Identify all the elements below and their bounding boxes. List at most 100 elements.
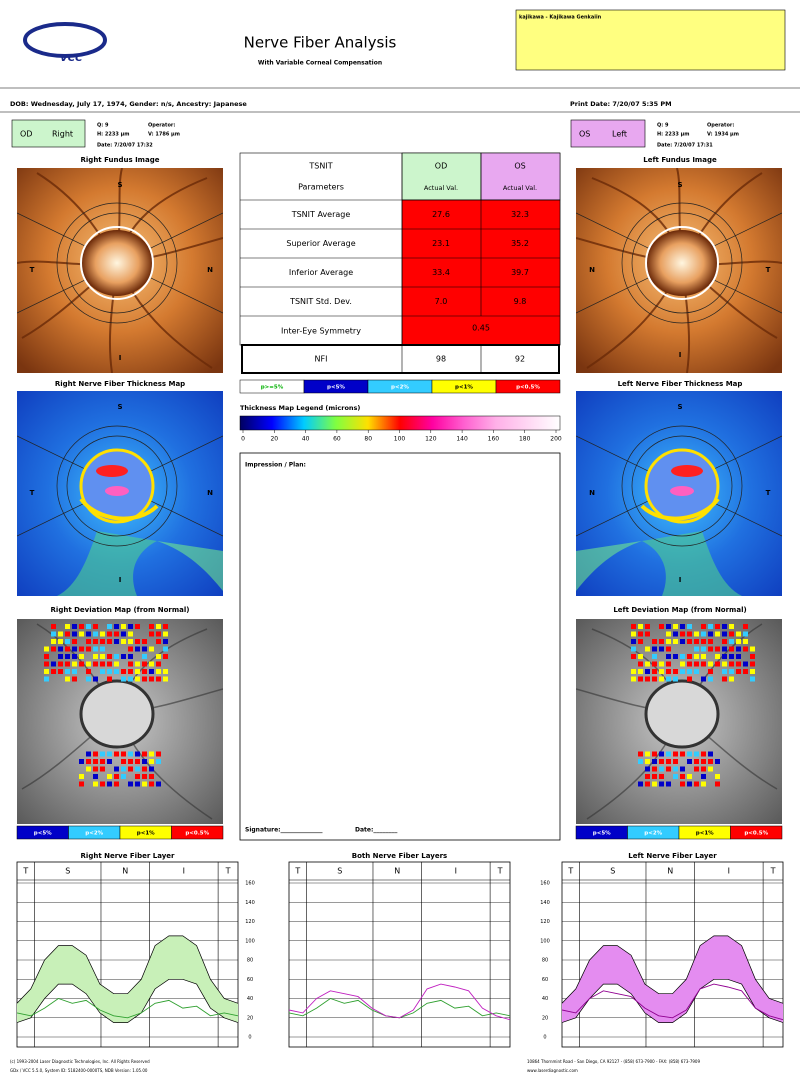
sector-label: T — [766, 266, 771, 274]
graph-frame — [288, 861, 511, 1048]
band-lower — [16, 978, 239, 1023]
os-v: V: 1934 µm — [707, 132, 739, 138]
graph-title: Both Nerve Fiber Layers — [352, 852, 447, 860]
image-title: Left Fundus Image — [643, 156, 717, 164]
od-eye: OD — [20, 130, 32, 139]
cell-value: 23.1 — [432, 239, 450, 248]
tick-label: 40 — [302, 436, 310, 443]
y-tick-label: 140 — [540, 900, 550, 906]
sector-label: S — [337, 867, 342, 876]
tsnit-line — [16, 998, 239, 1019]
cell-value: 39.7 — [511, 268, 529, 277]
tsnit-line — [561, 983, 784, 1021]
band-lower — [561, 978, 784, 1023]
cell-value: 98 — [436, 355, 446, 364]
legend-swatch — [171, 825, 224, 840]
os-box — [570, 119, 646, 148]
color-bar — [239, 415, 561, 431]
legend-swatch — [495, 379, 561, 394]
sector-label: S — [677, 403, 682, 411]
patient: kajikawa - Kajikawa Genkaiin — [519, 15, 602, 21]
sector-label: S — [117, 181, 122, 189]
table-header: Actual Val. — [503, 184, 537, 192]
cell-value: 9.8 — [514, 297, 527, 306]
legend-label: p<5% — [593, 831, 611, 837]
sector-label: T — [22, 867, 28, 876]
signature: Signature:______________ — [245, 827, 323, 834]
sector-label: T — [497, 867, 503, 876]
table-header: Actual Val. — [424, 184, 458, 192]
legend-label: p>=5% — [261, 385, 284, 391]
table-header: Parameters — [298, 183, 344, 192]
image-title: Left Nerve Fiber Thickness Map — [618, 380, 743, 388]
band-upper — [16, 935, 239, 1004]
y-tick-label: 60 — [247, 977, 253, 983]
tsnit-line — [288, 983, 511, 1021]
footer: GDx / VCC 5.5.0, System ID: 5182400-0000… — [10, 1068, 148, 1073]
tick-label: 120 — [425, 436, 437, 443]
cell-value: 27.6 — [432, 210, 450, 219]
sector-label: N — [394, 867, 400, 876]
row-label: Inter-Eye Symmetry — [281, 327, 361, 336]
normal-band — [17, 935, 238, 1023]
subtitle: With Variable Corneal Compensation — [258, 60, 382, 67]
left-deviation-map — [576, 619, 782, 824]
sector-label: S — [677, 181, 682, 189]
sector-label: I — [679, 351, 682, 359]
right-thickness-map — [17, 391, 223, 596]
legend-label: p<1% — [137, 831, 155, 837]
sector-label: I — [455, 867, 457, 876]
sector-label: N — [122, 867, 128, 876]
y-tick-label: 160 — [245, 881, 255, 887]
legend-label: p<2% — [644, 831, 662, 837]
legend-label: p<1% — [455, 385, 473, 391]
legend-label: p<5% — [327, 385, 345, 391]
tick-label: 160 — [488, 436, 500, 443]
table-header: TSNIT — [308, 162, 332, 171]
sector-label: T — [770, 867, 776, 876]
image-title: Right Nerve Fiber Thickness Map — [55, 380, 185, 388]
impression-box — [239, 452, 561, 841]
sector-label: I — [679, 576, 682, 584]
os-h: H: 2233 µm — [657, 132, 689, 138]
y-tick-label: 160 — [540, 881, 550, 887]
legend-label: p<5% — [34, 831, 52, 837]
row-label: Superior Average — [286, 239, 355, 248]
sector-label: I — [728, 867, 730, 876]
tick-label: 0 — [241, 436, 245, 443]
tick-label: 180 — [519, 436, 531, 443]
sector-label: N — [589, 266, 595, 274]
right-deviation-map — [17, 619, 223, 824]
y-tick-label: 20 — [542, 1015, 548, 1021]
y-tick-label: 60 — [542, 977, 548, 983]
tick-label: 140 — [456, 436, 468, 443]
y-tick-label: 100 — [245, 938, 255, 944]
sector-label: T — [30, 266, 35, 274]
sector-label: N — [207, 489, 213, 497]
y-tick-label: 100 — [540, 938, 550, 944]
tick-label: 100 — [394, 436, 406, 443]
sector-label: T — [30, 489, 35, 497]
os-operator: Operator: — [707, 123, 734, 129]
sector-label: S — [117, 403, 122, 411]
od-v: V: 1786 µm — [148, 132, 180, 138]
legend-label: p<2% — [85, 831, 103, 837]
os-side: Left — [612, 130, 627, 139]
y-tick-label: 40 — [542, 996, 548, 1002]
sector-label: T — [294, 867, 300, 876]
row-label: NFI — [315, 355, 328, 364]
cell-value: 35.2 — [511, 239, 529, 248]
logo-text: VCC — [60, 53, 83, 64]
normal-band — [562, 935, 783, 1023]
tick-label: 80 — [364, 436, 372, 443]
od-side: Right — [52, 130, 73, 139]
sector-label: N — [589, 489, 595, 497]
footer: www.laserdiagnostic.com — [527, 1068, 578, 1073]
sector-label: T — [567, 867, 573, 876]
cell-value: 32.3 — [511, 210, 529, 219]
od-h: H: 2233 µm — [97, 132, 129, 138]
y-tick-label: 40 — [247, 996, 253, 1002]
footer: (c) 1993-2004 Laser Diagnostic Technolog… — [10, 1059, 150, 1064]
sign-date: Date:________ — [355, 827, 397, 834]
legend-label: p<2% — [391, 385, 409, 391]
